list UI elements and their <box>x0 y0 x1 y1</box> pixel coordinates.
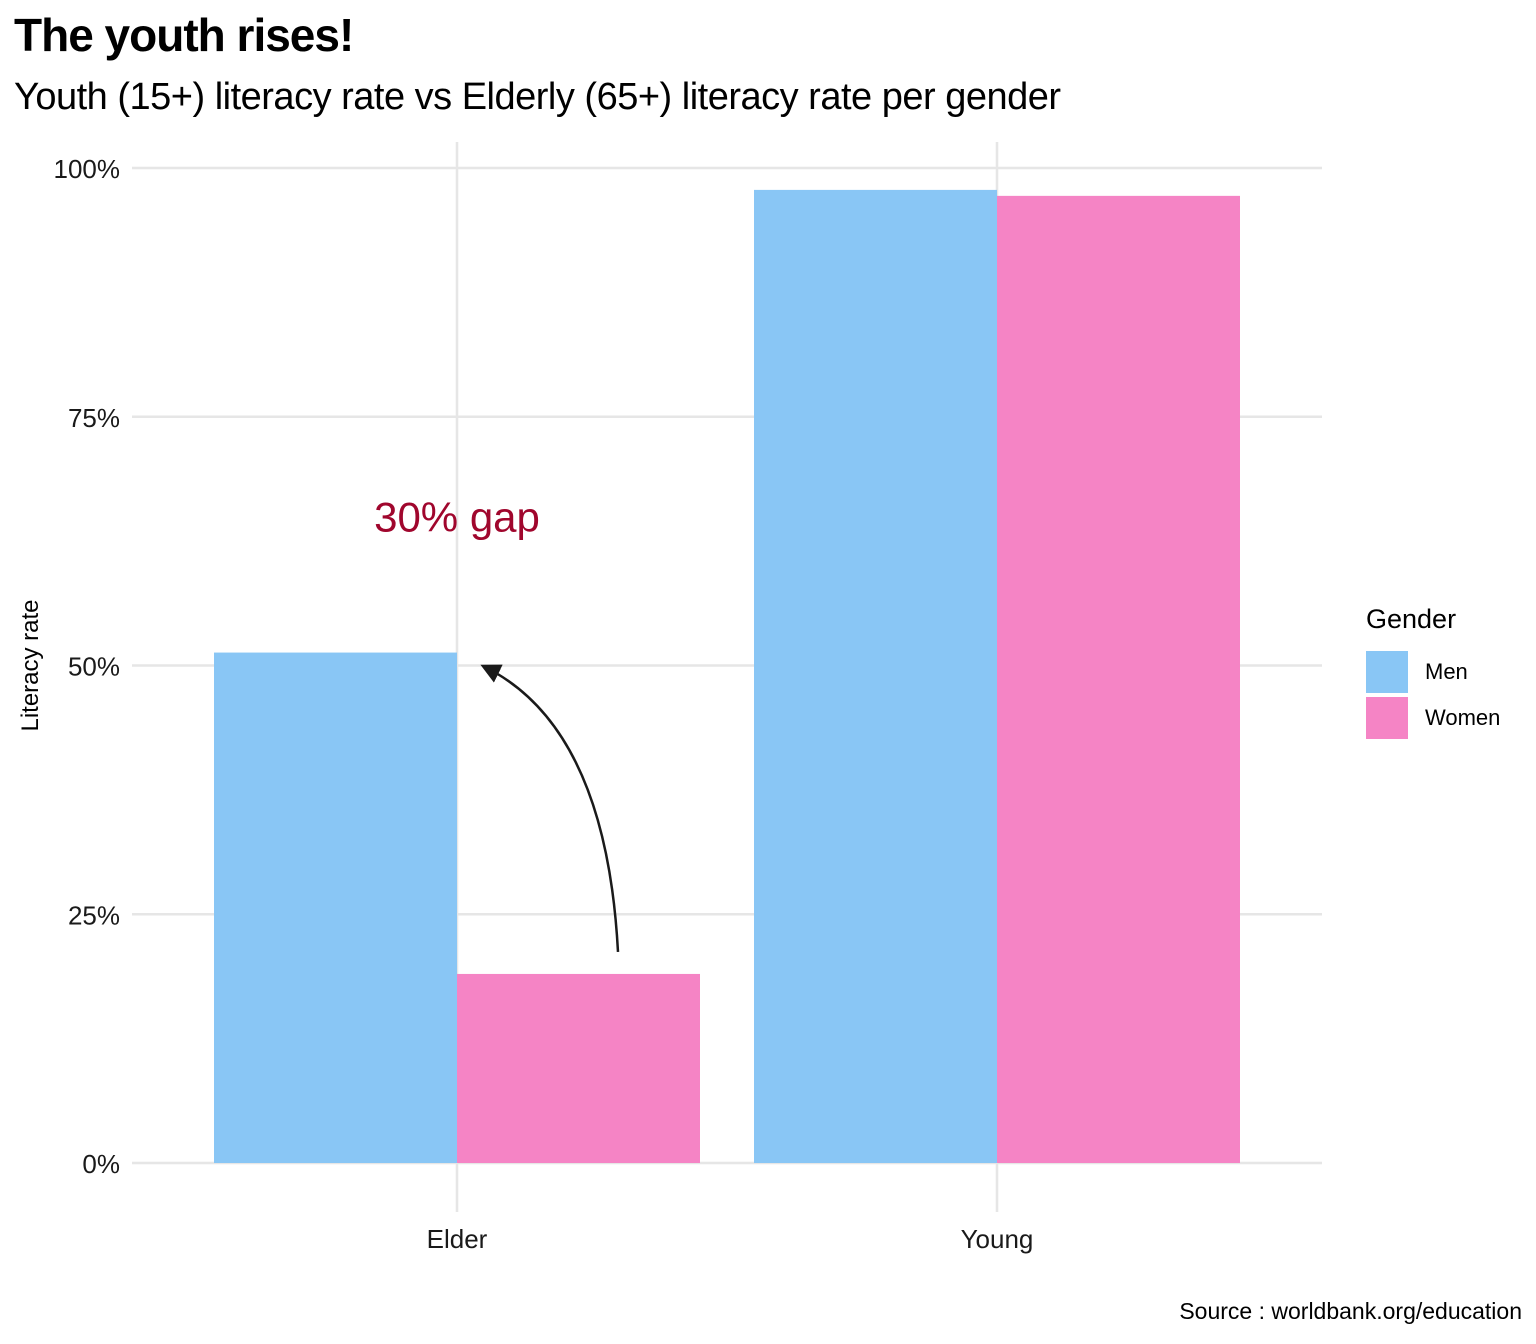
legend-label-women: Women <box>1425 705 1501 730</box>
x-tick-label-elder: Elder <box>427 1224 488 1254</box>
legend-key-men <box>1366 651 1408 693</box>
y-tick-label: 100% <box>54 154 121 184</box>
annotation-arrow <box>480 664 620 953</box>
bar-men-elder <box>214 652 457 1163</box>
source-caption: Source : worldbank.org/education <box>1179 1298 1522 1324</box>
bar-men-young <box>754 189 997 1163</box>
y-axis-label: Literacy rate <box>17 599 44 731</box>
y-tick-label: 50% <box>68 652 120 682</box>
bar-women-young <box>997 195 1240 1164</box>
legend-item-men: Men <box>1366 649 1500 695</box>
y-tick-label: 75% <box>68 403 120 433</box>
legend: Gender Men Women <box>1366 604 1500 741</box>
y-tick-label: 0% <box>82 1149 120 1179</box>
legend-item-women: Women <box>1366 695 1500 741</box>
bars <box>214 189 1240 1164</box>
chart-subtitle: Youth (15+) literacy rate vs Elderly (65… <box>14 76 1061 118</box>
chart-title: The youth rises! <box>14 9 354 61</box>
annotation-text: 30% gap <box>374 493 540 540</box>
legend-title: Gender <box>1366 604 1457 634</box>
y-tick-label: 25% <box>68 900 120 930</box>
bar-women-elder <box>457 973 700 1163</box>
x-tick-label-young: Young <box>961 1224 1034 1254</box>
legend-label-men: Men <box>1425 659 1468 684</box>
annotation: 30% gap <box>374 493 620 953</box>
legend-key-women <box>1366 697 1408 739</box>
axes: 0% 25% 50% 75% 100% Elder Young Literacy rate <box>17 154 1033 1254</box>
